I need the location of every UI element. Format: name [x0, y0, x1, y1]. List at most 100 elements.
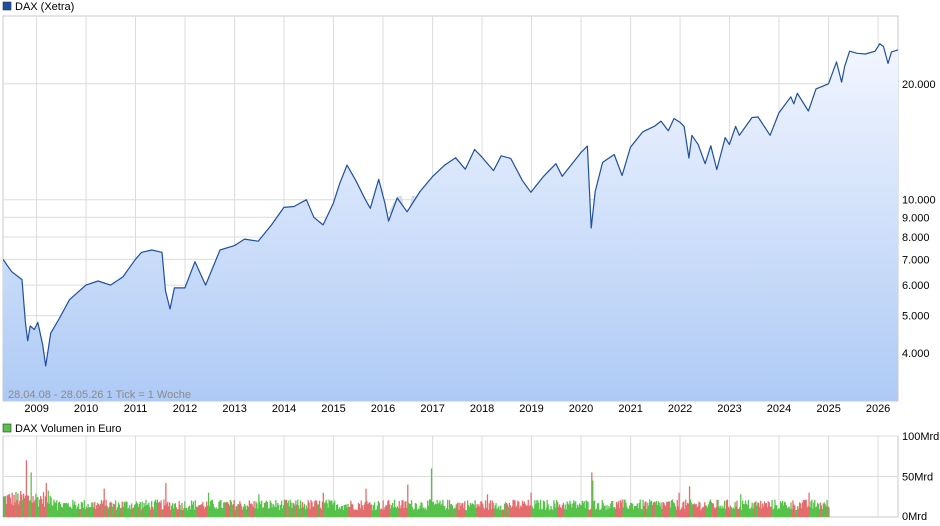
volume-bar — [723, 508, 725, 517]
volume-bar — [614, 508, 617, 517]
volume-bar — [555, 507, 557, 517]
volume-bar — [305, 505, 307, 517]
volume-bar — [589, 509, 591, 517]
x-tick-label: 2026 — [866, 403, 890, 415]
volume-bar — [619, 500, 621, 517]
volume-bar — [564, 504, 566, 517]
volume-bar — [146, 505, 148, 517]
volume-bar — [173, 503, 176, 517]
volume-bar — [129, 505, 131, 517]
volume-bar — [757, 502, 759, 517]
volume-bar — [209, 501, 212, 517]
volume-bar — [126, 501, 128, 517]
volume-bar — [244, 505, 247, 517]
volume-bar — [332, 504, 334, 517]
volume-bar — [32, 496, 34, 517]
volume-bar — [520, 507, 523, 517]
volume-bar — [760, 500, 762, 517]
volume-bar — [430, 468, 433, 517]
volume-bar — [202, 502, 204, 517]
volume-bar — [133, 504, 136, 517]
volume-bar — [702, 507, 704, 517]
volume-bar — [694, 504, 696, 517]
volume-bar — [140, 509, 142, 517]
volume-bar — [96, 502, 99, 517]
volume-bar — [557, 506, 560, 517]
volume-bar — [203, 506, 205, 517]
volume-bar — [89, 506, 91, 517]
volume-bar — [206, 501, 208, 517]
volume-bar — [304, 509, 306, 517]
volume-bar — [277, 502, 279, 517]
volume-bar — [343, 505, 345, 517]
volume-bar — [125, 501, 127, 517]
volume-bar — [571, 507, 573, 517]
volume-bar — [741, 509, 743, 517]
volume-bar — [212, 503, 214, 517]
volume-bar — [570, 503, 572, 517]
volume-bar — [301, 502, 304, 517]
volume-bar — [797, 506, 799, 517]
volume-bar — [656, 505, 658, 517]
volume-bar — [24, 495, 27, 517]
volume-bar — [456, 503, 458, 517]
volume-bar — [686, 502, 689, 517]
volume-bar — [289, 499, 291, 517]
volume-bar — [222, 508, 224, 517]
volume-bar — [3, 496, 6, 517]
volume-bar — [113, 503, 115, 517]
volume-bar — [572, 503, 574, 517]
volume-bar — [57, 510, 59, 517]
volume-bar — [630, 503, 632, 517]
volume-bar — [746, 505, 749, 517]
volume-bar — [475, 508, 477, 517]
volume-bar — [214, 508, 216, 517]
volume-bar — [334, 500, 336, 517]
volume-bar — [479, 506, 481, 517]
x-tick-label: 2021 — [618, 403, 642, 415]
volume-bar — [523, 501, 526, 517]
volume-bar — [470, 504, 472, 517]
volume-bar — [10, 503, 12, 517]
volume-bar — [643, 505, 645, 517]
volume-bar — [38, 506, 40, 517]
volume-bar — [493, 508, 495, 517]
volume-bar — [123, 501, 125, 517]
volume-bar — [773, 508, 775, 517]
volume-bar — [149, 507, 151, 517]
volume-bar — [145, 499, 147, 517]
volume-bar — [429, 499, 432, 517]
volume-bar — [719, 507, 721, 517]
volume-bar — [230, 501, 232, 517]
volume-bar — [341, 505, 343, 517]
volume-bar — [767, 501, 769, 517]
volume-bar — [450, 503, 453, 517]
volume-bar — [454, 508, 456, 517]
volume-bar — [676, 499, 678, 517]
volume-bar — [281, 508, 284, 517]
volume-bar — [673, 503, 676, 517]
volume-bar — [674, 506, 676, 517]
volume-bar — [328, 499, 330, 517]
volume-bar — [252, 506, 254, 517]
volume-bar — [787, 507, 789, 517]
x-tick-label: 2018 — [470, 403, 494, 415]
volume-bar — [378, 502, 380, 517]
volume-bar — [288, 506, 290, 517]
volume-bar — [722, 506, 724, 517]
x-tick-label: 2012 — [173, 403, 197, 415]
y-tick-label: 5.000 — [902, 311, 930, 323]
volume-bar — [234, 510, 236, 517]
volume-bar — [708, 501, 711, 517]
volume-bar — [565, 509, 567, 517]
volume-bar — [737, 508, 739, 517]
volume-bar — [592, 480, 594, 517]
volume-bar — [617, 501, 620, 517]
volume-bar — [294, 505, 296, 517]
volume-bar — [54, 501, 56, 517]
volume-bar — [621, 499, 623, 517]
volume-bar — [651, 505, 654, 517]
volume-bar — [240, 503, 242, 517]
volume-bar — [206, 505, 209, 517]
volume-bar — [239, 501, 241, 517]
